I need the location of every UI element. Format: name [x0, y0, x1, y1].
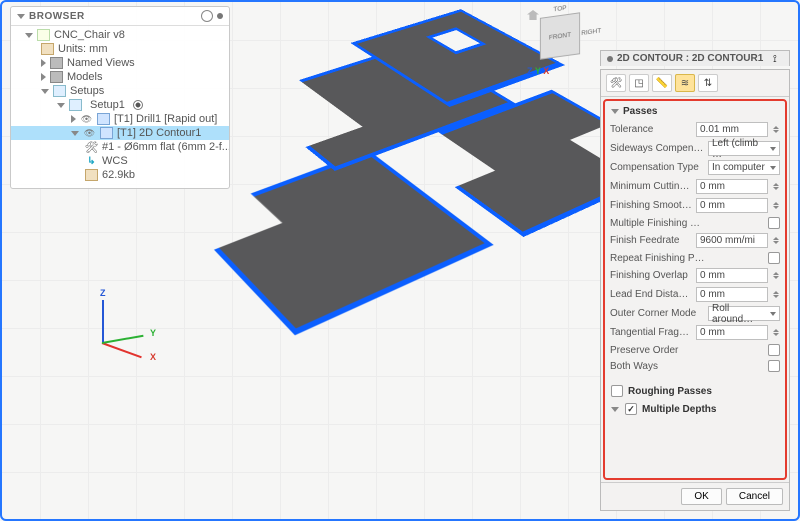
row-sideways-comp: Sideways Compens… Left (climb …: [609, 139, 781, 158]
ruler-icon: [41, 43, 54, 55]
row-repeat-fin: Repeat Finishing P…: [609, 250, 781, 266]
browser-title: BROWSER: [29, 11, 85, 22]
section-passes[interactable]: Passes: [609, 103, 781, 120]
panel-title: 2D CONTOUR : 2D CONTOUR1: [617, 53, 769, 64]
home-icon[interactable]: [527, 10, 539, 20]
views-icon: [50, 57, 63, 69]
tree-wcs[interactable]: ↳WCS: [11, 154, 229, 168]
row-both-ways: Both Ways: [609, 358, 781, 374]
gear-icon[interactable]: [201, 10, 213, 22]
input-tolerance[interactable]: 0.01 mm: [696, 122, 768, 137]
tree-drill[interactable]: [T1] Drill1 [Rapid out]: [11, 112, 229, 126]
folder-icon: [69, 99, 82, 111]
cancel-button[interactable]: Cancel: [726, 488, 783, 505]
row-preserve: Preserve Order: [609, 342, 781, 358]
spinner[interactable]: [773, 126, 780, 133]
folder-icon: [53, 85, 66, 97]
dropdown-sideways[interactable]: Left (climb …: [708, 141, 780, 156]
panel-footer: OK Cancel: [601, 482, 789, 510]
tree-setups[interactable]: Setups: [11, 84, 229, 98]
input-fin-smooth[interactable]: 0 mm: [696, 198, 768, 213]
checkbox-preserve[interactable]: [768, 344, 780, 356]
input-tang-frag[interactable]: 0 mm: [696, 325, 768, 340]
row-feedrate: Finish Feedrate 9600 mm/mi: [609, 231, 781, 250]
section-multi-depths[interactable]: ✓ Multiple Depths: [609, 400, 781, 418]
tool-icon: 🛠: [85, 141, 98, 153]
checkbox-multi-depths[interactable]: ✓: [625, 403, 637, 415]
tree-contour[interactable]: [T1] 2D Contour1: [11, 126, 229, 140]
row-corner-mode: Outer Corner Mode Roll around…: [609, 304, 781, 323]
tree-units[interactable]: Units: mm: [11, 42, 229, 56]
properties-panel: 🛠 ◳ 📏 ≋ ⇅ Passes Tolerance 0.01 mm Sidew…: [600, 69, 790, 511]
row-lead-end: Lead End Distance 0 mm: [609, 285, 781, 304]
checkbox-both-ways[interactable]: [768, 360, 780, 372]
models-icon: [50, 71, 63, 83]
panel-tabs: 🛠 ◳ 📏 ≋ ⇅: [601, 70, 789, 97]
input-fin-overlap[interactable]: 0 mm: [696, 268, 768, 283]
size-icon: [85, 169, 98, 181]
checkbox-repeat-fin[interactable]: [768, 252, 780, 264]
panel-body: Passes Tolerance 0.01 mm Sideways Compen…: [603, 99, 787, 480]
ok-button[interactable]: OK: [681, 488, 721, 505]
tab-geometry[interactable]: ◳: [629, 74, 649, 92]
tree-named-views[interactable]: Named Views: [11, 56, 229, 70]
drill-icon: [97, 113, 110, 125]
tab-tool[interactable]: 🛠: [606, 74, 626, 92]
row-comp-type: Compensation Type In computer: [609, 158, 781, 177]
viewcube[interactable]: TOP FRONT RIGHT Z Y X: [527, 10, 593, 76]
wcs-icon: ↳: [85, 155, 98, 167]
viewcube-axes: Z Y X: [527, 66, 549, 76]
tree-size[interactable]: 62.9kb: [11, 168, 229, 182]
tree-models[interactable]: Models: [11, 70, 229, 84]
checkbox-roughing[interactable]: [611, 385, 623, 397]
input-min-cut[interactable]: 0 mm: [696, 179, 768, 194]
contour-icon: [100, 127, 113, 139]
tree-setup1[interactable]: Setup1: [11, 98, 229, 112]
row-fin-smooth: Finishing Smoothi… 0 mm: [609, 196, 781, 215]
row-tang-frag: Tangential Fragme… 0 mm: [609, 323, 781, 342]
active-setup-radio[interactable]: [133, 100, 143, 110]
row-multi-fin: Multiple Finishing …: [609, 215, 781, 231]
input-lead-end[interactable]: 0 mm: [696, 287, 768, 302]
row-min-cut: Minimum Cutting l… 0 mm: [609, 177, 781, 196]
eye-icon[interactable]: [80, 113, 93, 125]
panel-title-bar[interactable]: 2D CONTOUR : 2D CONTOUR1 ⟟: [600, 50, 790, 66]
section-roughing[interactable]: Roughing Passes: [609, 382, 781, 400]
collapse-icon[interactable]: [17, 14, 25, 19]
browser-header[interactable]: BROWSER: [11, 7, 229, 26]
pin-icon[interactable]: ⟟: [773, 54, 783, 64]
panel-menu-icon[interactable]: [217, 13, 223, 19]
dropdown-corner-mode[interactable]: Roll around…: [708, 306, 780, 321]
row-fin-overlap: Finishing Overlap 0 mm: [609, 266, 781, 285]
doc-icon: [37, 29, 50, 41]
dropdown-comp-type[interactable]: In computer: [708, 160, 780, 175]
tab-heights[interactable]: 📏: [652, 74, 672, 92]
tab-linking[interactable]: ⇅: [698, 74, 718, 92]
checkbox-multi-fin[interactable]: [768, 217, 780, 229]
eye-icon[interactable]: [83, 127, 96, 139]
tree-tool[interactable]: 🛠#1 - Ø6mm flat (6mm 2-f...: [11, 140, 229, 154]
browser-panel: BROWSER CNC_Chair v8 Units: mm Named Vie…: [10, 6, 230, 189]
viewcube-cube[interactable]: TOP FRONT RIGHT: [540, 12, 580, 59]
panel-indicator-icon: [607, 56, 613, 62]
browser-tree: CNC_Chair v8 Units: mm Named Views Model…: [11, 26, 229, 188]
input-feedrate[interactable]: 9600 mm/mi: [696, 233, 768, 248]
tab-passes[interactable]: ≋: [675, 74, 695, 92]
tree-project[interactable]: CNC_Chair v8: [11, 28, 229, 42]
row-tolerance: Tolerance 0.01 mm: [609, 120, 781, 139]
